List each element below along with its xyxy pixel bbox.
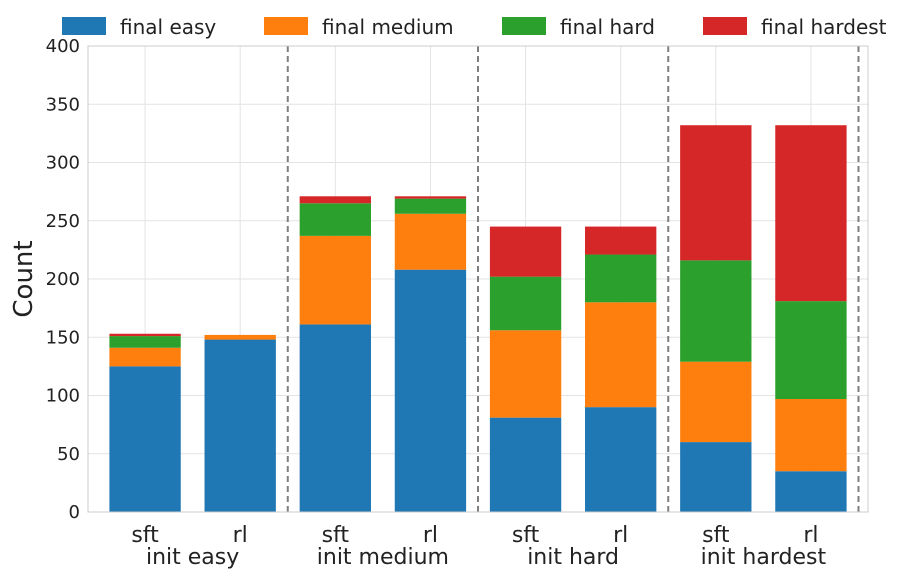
x-tick-label: sft [512,523,540,548]
bar-segment-final-easy [775,471,847,512]
bar-segment-final-medium [775,398,847,472]
bar-segment-final-hard [680,260,752,362]
bar-segment-final-hardest [299,196,371,204]
legend-swatch [703,17,747,35]
bar-segment-final-hardest [585,226,657,255]
y-tick-label: 100 [46,386,80,407]
bar-segment-final-medium [680,361,752,443]
x-tick-label: rl [233,523,248,548]
legend-label: final medium [322,15,454,39]
legend: final easy final medium final hard final ha… [62,15,887,39]
bar-segment-final-easy [204,339,276,512]
x-tick-label: sft [702,523,730,548]
y-tick-label: 150 [46,327,80,348]
bar-segment-final-hard [775,301,847,399]
bar-segment-final-easy [585,407,657,512]
y-tick-label: 300 [46,153,80,174]
legend-swatch [62,17,106,35]
bar-segment-final-medium [489,330,562,418]
y-tick-label: 400 [46,36,80,57]
bar-segment-final-easy [680,442,752,512]
bar-segment-final-hardest [680,125,752,261]
x-tick-label: rl [423,523,438,548]
bar-segment-final-hard [394,198,467,214]
bar-segment-final-medium [585,302,657,408]
bar-segment-final-hardest [775,125,847,302]
bar-segment-final-easy [394,269,467,512]
bar-segment-final-easy [109,366,181,512]
y-tick-label: 0 [69,502,80,523]
group-labels: init easy init medium init hard init hardes… [146,545,826,570]
y-tick-label: 350 [46,94,80,115]
group-label: init hardest [701,545,827,570]
bar-segment-final-medium [109,347,181,367]
bar-segment-final-hardest [489,226,562,277]
x-tick-label: sft [131,523,159,548]
legend-label: final hard [560,15,655,39]
y-axis-label: Count [9,240,39,317]
bar-segment-final-medium [394,213,467,270]
bar-segment-final-hard [299,203,371,236]
legend-label: final easy [120,15,216,39]
bar-segment-final-hard [489,276,562,331]
y-tick-label: 250 [46,211,80,232]
group-separators [286,46,860,512]
group-label: init medium [317,545,449,570]
legend-swatch [502,17,546,35]
bar-segment-final-easy [299,324,371,512]
group-label: init hard [527,545,619,570]
x-tick-label: rl [803,523,818,548]
legend-label: final hardest [761,15,887,39]
y-tick-label: 200 [46,269,80,290]
legend-swatch [264,17,308,35]
bar-segment-final-hard [109,336,181,348]
bar-segment-final-hardest [109,333,181,337]
group-label: init easy [146,545,239,570]
bar-segment-final-easy [489,417,562,512]
y-tick-label: 50 [57,444,80,465]
x-tick-label: rl [613,523,628,548]
bar-segment-final-medium [204,334,276,340]
plot-frame [87,45,869,513]
x-axis-ticks: sft rl sft rl sft rl sft rl [131,523,818,548]
bar-segment-final-hard [585,254,657,303]
x-tick-label: sft [322,523,350,548]
bar-segment-final-medium [299,235,371,325]
bars [109,125,847,512]
bar-segment-final-hardest [394,196,467,199]
y-axis-ticks: 0 50 100 150 200 250 300 350 400 [46,36,80,523]
